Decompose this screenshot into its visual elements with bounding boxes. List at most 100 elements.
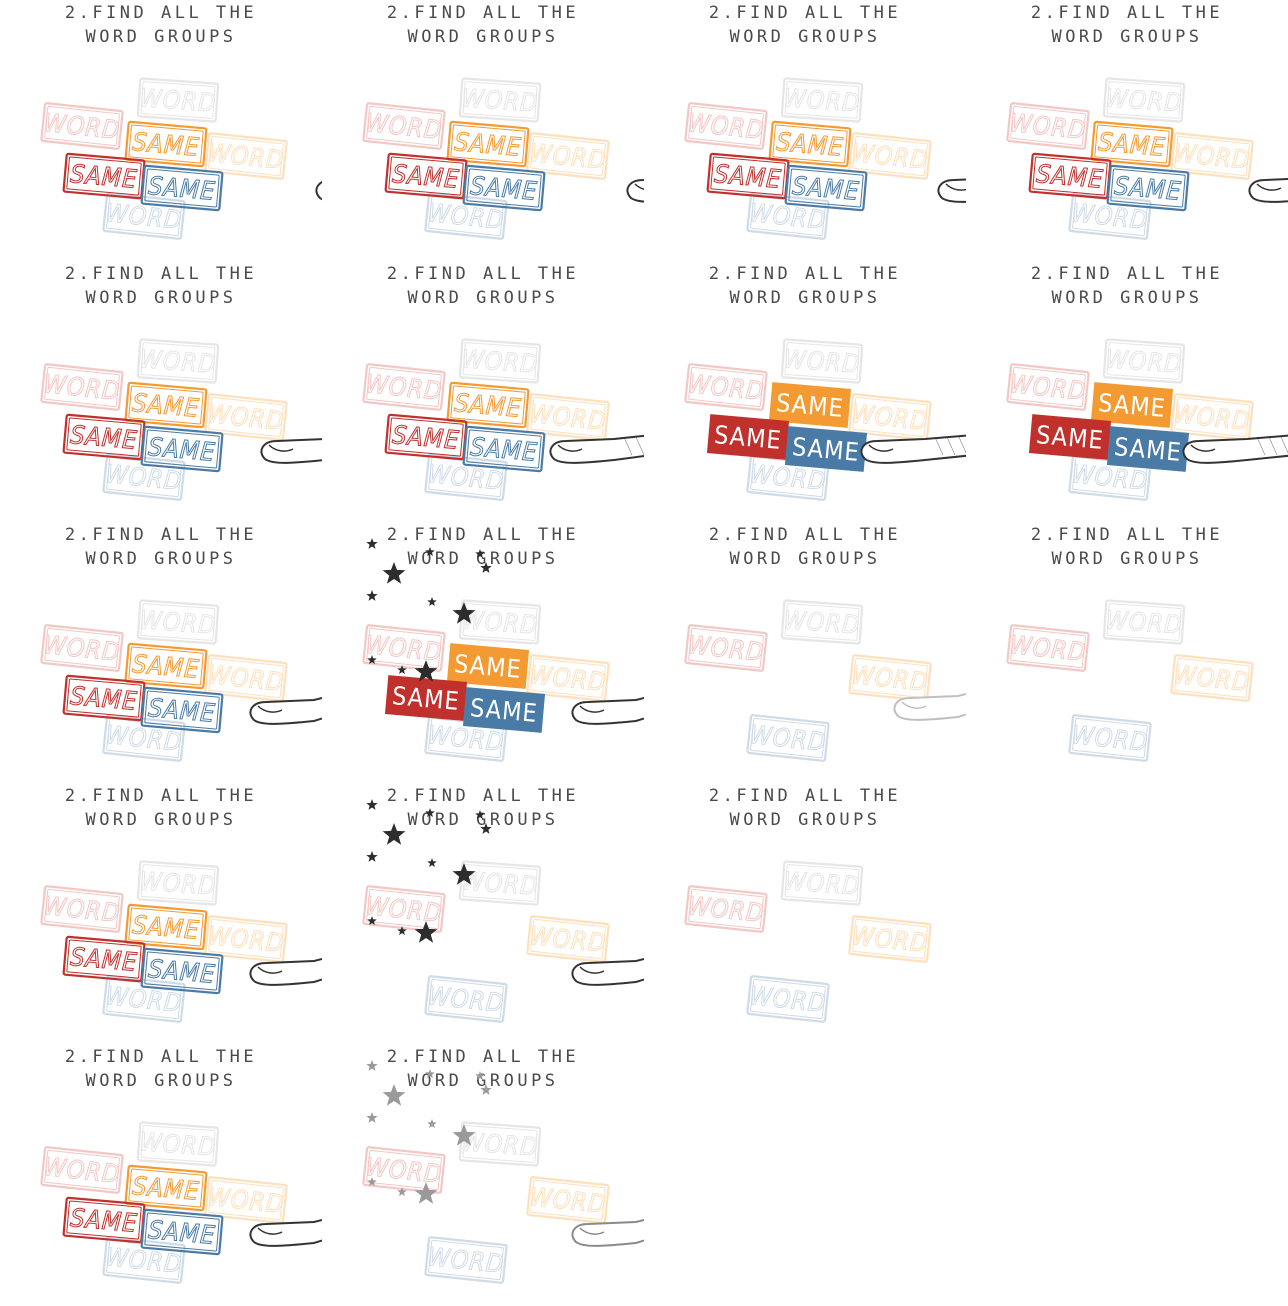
tile-label: SAME [69, 1203, 139, 1238]
star-icon [366, 799, 378, 810]
word-tile: WORD [40, 624, 124, 672]
tile-label: WORD [783, 344, 862, 378]
same-tile-orange: SAME [446, 381, 530, 429]
pointing-finger-icon [860, 434, 966, 464]
word-tile: WORD [526, 654, 610, 702]
word-tile: WORD [362, 363, 446, 411]
word-tile: WORD [746, 714, 830, 762]
animation-frame: 2.FIND ALL THE WORD GROUPS WORD WORD WORD WOR… [0, 783, 322, 1044]
word-tile: WORD [204, 915, 288, 963]
word-tile: WORD [1170, 132, 1254, 180]
star-icon [414, 660, 438, 682]
tile-label: SAME [453, 127, 523, 162]
word-tile: WORD [1102, 77, 1186, 123]
animation-frame: 2.FIND ALL THE WORD GROUPS WORD WORD WORD WOR… [322, 261, 644, 522]
word-tile: WORD [204, 654, 288, 702]
word-tile: WORD [526, 132, 610, 180]
instruction-line-1: 2.FIND ALL THE [708, 264, 902, 284]
animation-frame: 2.FIND ALL THE WORD GROUPS WORD WORD WORD WOR… [322, 783, 644, 1044]
tile-label: SAME [147, 432, 217, 467]
star-icon [366, 851, 378, 862]
tile-label: WORD [783, 605, 862, 639]
star-icon [382, 562, 406, 584]
word-tile: WORD [136, 77, 220, 123]
instruction-line-2: WORD GROUPS [85, 548, 237, 569]
word-tile: WORD [424, 1236, 508, 1284]
tile-label: WORD [139, 866, 218, 900]
animation-frame: 2.FIND ALL THE WORD GROUPS WORD WORD WORD WOR… [322, 0, 644, 261]
instruction-title: 2.FIND ALL THE WORD GROUPS [0, 524, 322, 571]
pointing-finger-icon [1248, 178, 1288, 203]
star-icon [367, 655, 377, 664]
animation-frame: 2.FIND ALL THE WORD GROUPS WORD WORD WORD WOR… [966, 0, 1288, 261]
instruction-line-2: WORD GROUPS [85, 26, 237, 47]
instruction-line-2: WORD GROUPS [85, 287, 237, 308]
word-tile: WORD [136, 1121, 220, 1167]
instruction-line-2: WORD GROUPS [407, 548, 559, 569]
instruction-title: 2.FIND ALL THE WORD GROUPS [966, 2, 1288, 49]
same-tile-blue: SAME [462, 425, 546, 473]
same-tile-blue: SAME [140, 947, 224, 995]
instruction-title: 2.FIND ALL THE WORD GROUPS [0, 1046, 322, 1093]
same-tile-red: SAME [62, 935, 146, 983]
star-icon [452, 602, 476, 624]
word-tile: WORD [458, 338, 542, 384]
tile-label: SAME [713, 420, 783, 455]
instruction-title: 2.FIND ALL THE WORD GROUPS [644, 263, 966, 310]
star-icon [475, 549, 485, 558]
animation-frame: 2.FIND ALL THE WORD GROUPS WORD WORD WORD WOR… [0, 522, 322, 783]
same-tile-orange: SAME [124, 381, 208, 429]
tile-label: SAME [131, 910, 201, 945]
tile-label: WORD [461, 344, 540, 378]
animation-frame: 2.FIND ALL THE WORD GROUPS WORD WORD WORD WOR… [322, 522, 644, 783]
same-tile-orange: SAME [124, 120, 208, 168]
same-tile-blue: SAME [1106, 426, 1190, 472]
same-tile-red: SAME [706, 152, 790, 200]
star-icon [480, 562, 492, 573]
tile-label: WORD [783, 83, 862, 117]
animation-frame: 2.FIND ALL THE WORD GROUPS WORD WORD WORD WOR… [966, 261, 1288, 522]
instruction-title: 2.FIND ALL THE WORD GROUPS [322, 785, 644, 832]
star-icon [425, 547, 435, 556]
instruction-line-2: WORD GROUPS [729, 26, 881, 47]
pointing-finger-icon [1182, 434, 1288, 464]
tile-label: SAME [131, 649, 201, 684]
word-tile: WORD [848, 654, 932, 702]
instruction-line-2: WORD GROUPS [1051, 26, 1203, 47]
tile-label: WORD [461, 83, 540, 117]
star-icon [414, 921, 438, 943]
instruction-line-2: WORD GROUPS [729, 809, 881, 830]
word-tile: WORD [780, 599, 864, 645]
tile-label: SAME [131, 127, 201, 162]
word-tile: WORD [458, 860, 542, 906]
same-tile-orange: SAME [1090, 382, 1174, 428]
same-tile-blue: SAME [462, 687, 546, 733]
tile-label: SAME [453, 388, 523, 423]
word-tile: WORD [684, 624, 768, 672]
word-tile: WORD [1006, 624, 1090, 672]
tile-label: SAME [147, 693, 217, 728]
instruction-title: 2.FIND ALL THE WORD GROUPS [0, 2, 322, 49]
animation-frame: 2.FIND ALL THE WORD GROUPS WORD WORD WORD WOR… [966, 522, 1288, 783]
word-tile: WORD [362, 102, 446, 150]
word-tile: WORD [40, 363, 124, 411]
instruction-line-2: WORD GROUPS [407, 26, 559, 47]
star-icon [382, 823, 406, 845]
same-tile-red: SAME [384, 152, 468, 200]
tile-label: WORD [783, 866, 862, 900]
tile-label: WORD [1105, 344, 1184, 378]
word-tile: WORD [136, 860, 220, 906]
instruction-title: 2.FIND ALL THE WORD GROUPS [322, 2, 644, 49]
same-tile-blue: SAME [140, 425, 224, 473]
word-tile: WORD [746, 975, 830, 1023]
pointing-finger-icon [249, 957, 322, 986]
word-tiles-board: WORD WORD WORD WORD [362, 1060, 644, 1284]
word-tiles-board: WORD WORD WORD WORD [362, 799, 644, 1023]
tile-label: WORD [139, 605, 218, 639]
pointing-finger-icon [571, 957, 644, 986]
instruction-line-1: 2.FIND ALL THE [386, 3, 580, 23]
